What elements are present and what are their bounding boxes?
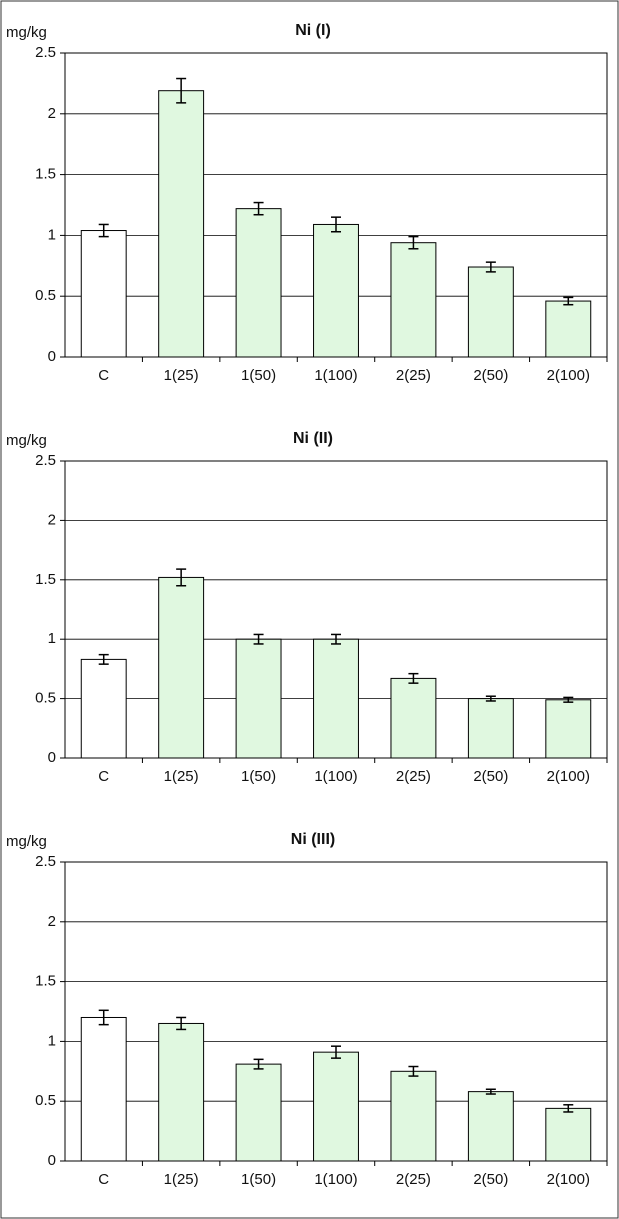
bar [467, 266, 514, 358]
y-tick-label: 1.5 [35, 571, 56, 588]
bar [158, 1022, 205, 1162]
x-tick-label: 1(100) [314, 367, 357, 384]
y-tick-label: 2 [48, 105, 56, 122]
x-tick-label: 2(50) [473, 1171, 508, 1188]
y-tick-label: 0 [48, 749, 56, 766]
y-tick-label: 1 [48, 226, 56, 243]
bar [158, 576, 205, 759]
y-tick-label: 1.5 [35, 973, 56, 990]
bar [235, 1063, 282, 1162]
bar [80, 230, 127, 358]
y-tick-label: 1 [48, 630, 56, 647]
y-tick-label: 2.5 [35, 44, 56, 61]
x-tick-label: C [98, 1171, 109, 1188]
y-tick-label: 0 [48, 348, 56, 365]
bar [235, 638, 282, 759]
bar [467, 698, 514, 759]
y-tick-label: 2 [48, 913, 56, 930]
x-tick-label: 2(100) [547, 768, 590, 785]
bar [313, 638, 359, 759]
bar [390, 242, 437, 358]
y-tick-label: 2 [48, 511, 56, 528]
bar [545, 1107, 592, 1162]
bar [158, 90, 205, 358]
x-tick-label: 1(25) [164, 367, 199, 384]
bar [390, 677, 437, 759]
chart-title: Ni (III) [291, 831, 335, 848]
x-tick-label: 1(100) [314, 1171, 357, 1188]
bar [545, 300, 592, 358]
x-tick-label: 1(25) [164, 1171, 199, 1188]
x-tick-label: 2(25) [396, 1171, 431, 1188]
x-tick-label: 1(50) [241, 1171, 276, 1188]
x-tick-label: 1(50) [241, 768, 276, 785]
y-tick-label: 1 [48, 1032, 56, 1049]
bar [313, 1051, 359, 1162]
x-tick-label: 2(50) [473, 768, 508, 785]
bar [467, 1091, 514, 1162]
y-tick-label: 0 [48, 1152, 56, 1169]
bar [390, 1070, 437, 1162]
x-tick-label: C [98, 367, 109, 384]
x-tick-label: 1(100) [314, 768, 357, 785]
y-axis-label: mg/kg [6, 833, 47, 850]
y-tick-label: 2.5 [35, 452, 56, 469]
x-tick-label: 2(100) [547, 367, 590, 384]
bar [313, 223, 359, 358]
y-tick-label: 0.5 [35, 1092, 56, 1109]
y-tick-label: 1.5 [35, 166, 56, 183]
x-tick-label: 2(25) [396, 367, 431, 384]
bar [80, 1016, 127, 1162]
x-tick-label: 1(50) [241, 367, 276, 384]
x-tick-label: 2(25) [396, 768, 431, 785]
bar [80, 658, 127, 759]
chart-title: Ni (I) [295, 22, 331, 39]
y-tick-label: 0.5 [35, 690, 56, 707]
y-tick-label: 0.5 [35, 287, 56, 304]
x-tick-label: 1(25) [164, 768, 199, 785]
x-tick-label: C [98, 768, 109, 785]
bar [545, 699, 592, 759]
bar [235, 208, 282, 358]
y-axis-label: mg/kg [6, 432, 47, 449]
chart-title: Ni (II) [293, 430, 333, 447]
y-axis-label: mg/kg [6, 24, 47, 41]
y-tick-label: 2.5 [35, 853, 56, 870]
x-tick-label: 2(50) [473, 367, 508, 384]
x-tick-label: 2(100) [547, 1171, 590, 1188]
